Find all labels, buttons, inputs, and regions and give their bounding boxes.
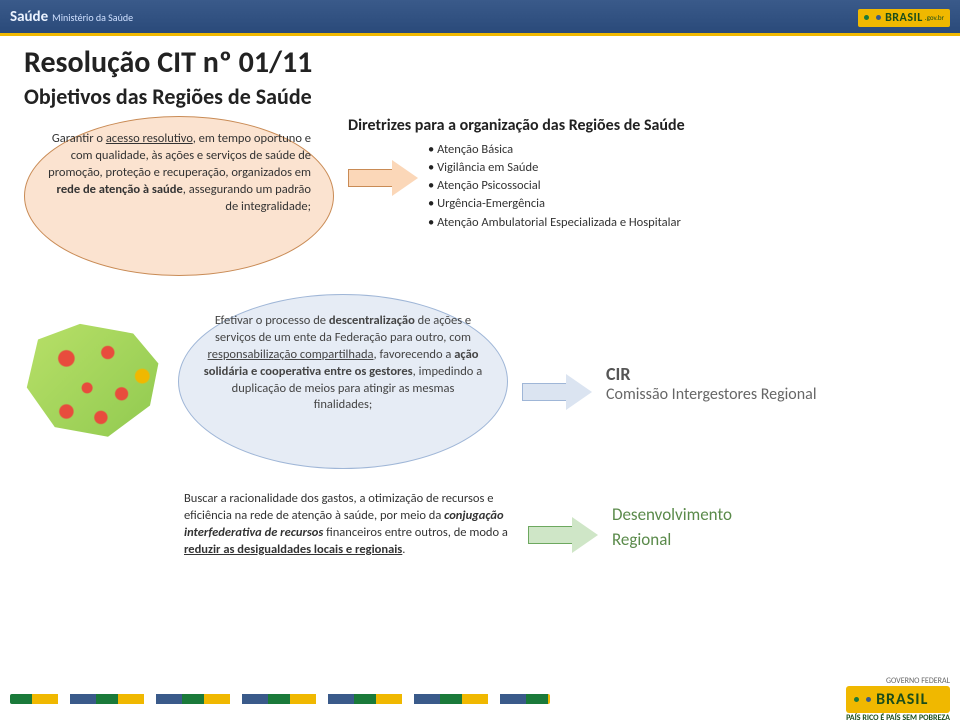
oval-objective-2: Efetivar o processo de descentralização …: [178, 294, 508, 469]
list-item: Vigilância em Saúde: [428, 159, 681, 177]
cir-expansion: Comissão Intergestores Regional: [606, 385, 816, 404]
brasil-logo-box: BRASIL: [846, 686, 950, 713]
objective-1-text: Garantir o acesso resolutivo, em tempo o…: [47, 131, 311, 215]
header-saude: Saúde: [10, 8, 48, 26]
arrow-right-icon: [348, 161, 418, 195]
page-subtitle: Objetivos das Regiões de Saúde: [24, 83, 936, 110]
dev-line1: Desenvolvimento: [612, 504, 732, 525]
list-item: Atenção Básica: [428, 141, 681, 159]
page-content: Resolução CIT nº 01/11 Objetivos das Reg…: [0, 36, 960, 559]
arrow-and-list: Atenção Básica Vigilância em Saúde Atenç…: [348, 141, 936, 232]
map-thumbnail-icon: [24, 322, 164, 442]
right-heading: Diretrizes para a organização das Regiõe…: [348, 116, 936, 135]
list-item: Urgência-Emergência: [428, 195, 681, 213]
footer: GOVERNO FEDERAL BRASIL PAÍS RICO É PAÍS …: [0, 678, 960, 720]
directives-list: Atenção Básica Vigilância em Saúde Atenç…: [428, 141, 681, 232]
gov-suffix: .gov.br: [925, 13, 944, 22]
flag-icon: [854, 697, 871, 702]
page-title: Resolução CIT nº 01/11: [24, 44, 936, 81]
cir-acronym: CIR: [606, 363, 816, 385]
dev-line2: Regional: [612, 529, 732, 550]
row-3: Buscar a racionalidade dos gastos, a oti…: [184, 491, 936, 559]
arrow-right-icon: [528, 518, 598, 552]
footer-stripes-icon: [10, 694, 550, 704]
row1-right: Diretrizes para a organização das Regiõe…: [348, 116, 936, 232]
footer-logo: GOVERNO FEDERAL BRASIL PAÍS RICO É PAÍS …: [846, 676, 950, 723]
header-ministerio: Ministério da Saúde: [52, 11, 133, 24]
objective-3-text: Buscar a racionalidade dos gastos, a oti…: [184, 491, 514, 559]
list-item: Atenção Ambulatorial Especializada e Hos…: [428, 214, 681, 232]
row-1: Garantir o acesso resolutivo, em tempo o…: [24, 116, 936, 276]
header-right: BRASIL .gov.br: [858, 6, 950, 27]
brasil-logo-small: BRASIL .gov.br: [858, 9, 950, 27]
header-left: Saúde Ministério da Saúde: [10, 8, 133, 26]
footer-tagline: PAÍS RICO É PAÍS SEM POBREZA: [846, 713, 950, 723]
list-item: Atenção Psicossocial: [428, 177, 681, 195]
dev-regional-label: Desenvolvimento Regional: [612, 504, 732, 550]
footer-gov: GOVERNO FEDERAL: [846, 676, 950, 686]
header-bar: Saúde Ministério da Saúde BRASIL .gov.br: [0, 0, 960, 36]
brasil-logo-text: BRASIL: [885, 11, 923, 25]
arrow-right-icon: [522, 375, 592, 409]
oval-objective-1: Garantir o acesso resolutivo, em tempo o…: [24, 116, 334, 276]
flag-icon: [864, 15, 881, 20]
cir-label: CIR Comissão Intergestores Regional: [606, 363, 816, 404]
footer-brasil-text: BRASIL: [876, 690, 928, 709]
row-2: Efetivar o processo de descentralização …: [24, 294, 936, 469]
